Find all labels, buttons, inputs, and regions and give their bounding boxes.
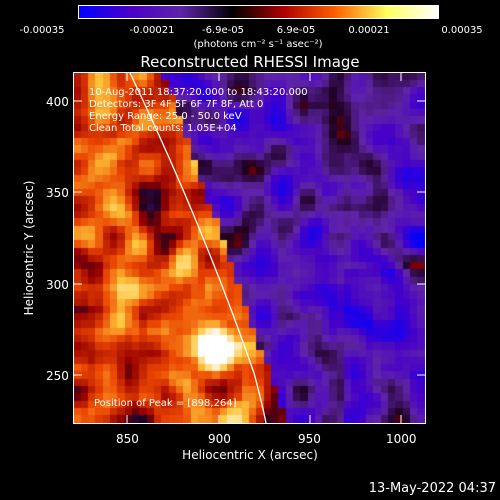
peak-position: Position of Peak = [898,264] (94, 398, 237, 409)
colorbar-tick: -6.9e-05 (202, 25, 244, 36)
colorbar-tick: -0.00035 (19, 25, 65, 36)
info-detectors: Detectors: 3F 4F 5F 6F 7F 8F, Att 0 (89, 99, 264, 110)
plot-area: 10-Aug-2011 18:37:20.000 to 18:43:20.000… (73, 72, 426, 424)
rhessi-image (74, 73, 425, 423)
plot-title: Reconstructed RHESSI Image (140, 53, 360, 71)
colorbar-tick: -0.00021 (129, 25, 175, 36)
colorbar-tick: 0.00035 (441, 25, 483, 36)
x-axis-label: Heliocentric X (arcsec) (182, 448, 318, 462)
y-tick-label: 300 (46, 278, 69, 292)
colorbar-tick: 6.9e-05 (276, 25, 316, 36)
colorbar-tick: 0.00021 (348, 25, 390, 36)
info-energy: Energy Range: 25.0 - 50.0 keV (89, 111, 242, 122)
x-tick-label: 950 (298, 432, 321, 446)
colorbar-units: (photons cm⁻² s⁻¹ asec⁻²) (193, 39, 323, 50)
info-time: 10-Aug-2011 18:37:20.000 to 18:43:20.000 (89, 87, 308, 98)
info-clean: Clean Total counts: 1.05E+04 (89, 123, 237, 134)
solar-limb-line (129, 73, 267, 423)
x-tick-label: 850 (116, 432, 139, 446)
x-tick-label: 1000 (386, 432, 417, 446)
y-tick-label: 400 (46, 95, 69, 109)
y-axis-label: Heliocentric Y (arcsec) (22, 180, 36, 316)
footer-timestamp: 13-May-2022 04:37 (368, 481, 496, 496)
colorbar (78, 5, 439, 19)
x-tick-label: 900 (208, 432, 231, 446)
y-tick-label: 250 (46, 369, 69, 383)
y-tick-label: 350 (46, 186, 69, 200)
